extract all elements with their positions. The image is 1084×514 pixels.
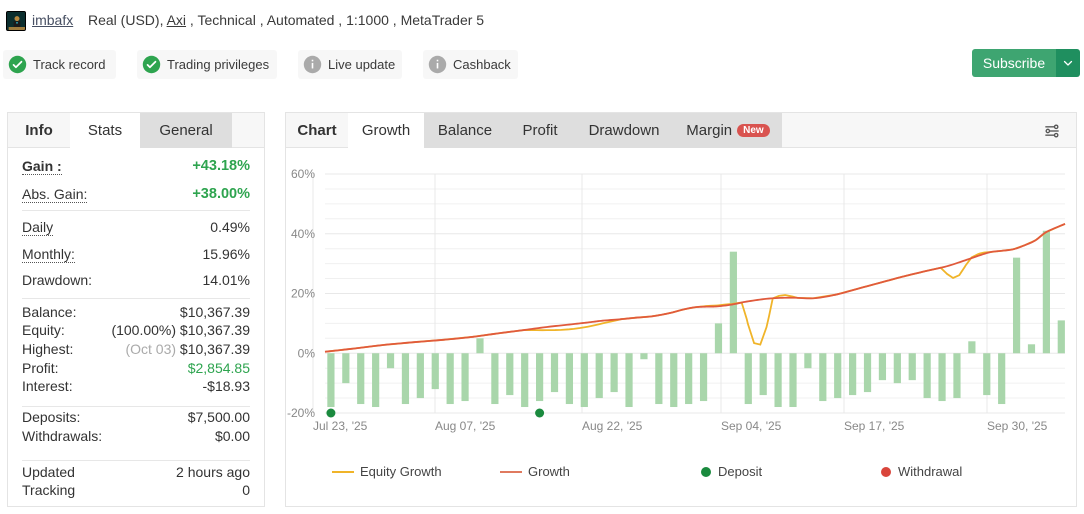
svg-text:40%: 40% bbox=[291, 227, 315, 241]
svg-text:Aug 07, '25: Aug 07, '25 bbox=[435, 419, 496, 433]
svg-text:-20%: -20% bbox=[287, 406, 315, 420]
svg-text:Jul 23, '25: Jul 23, '25 bbox=[313, 419, 368, 433]
svg-text:0%: 0% bbox=[298, 346, 316, 360]
svg-text:Aug 22, '25: Aug 22, '25 bbox=[582, 419, 643, 433]
svg-text:Sep 04, '25: Sep 04, '25 bbox=[721, 419, 782, 433]
svg-text:20%: 20% bbox=[291, 287, 315, 301]
svg-text:60%: 60% bbox=[291, 167, 315, 181]
svg-text:Sep 17, '25: Sep 17, '25 bbox=[844, 419, 905, 433]
svg-text:Sep 30, '25: Sep 30, '25 bbox=[987, 419, 1048, 433]
